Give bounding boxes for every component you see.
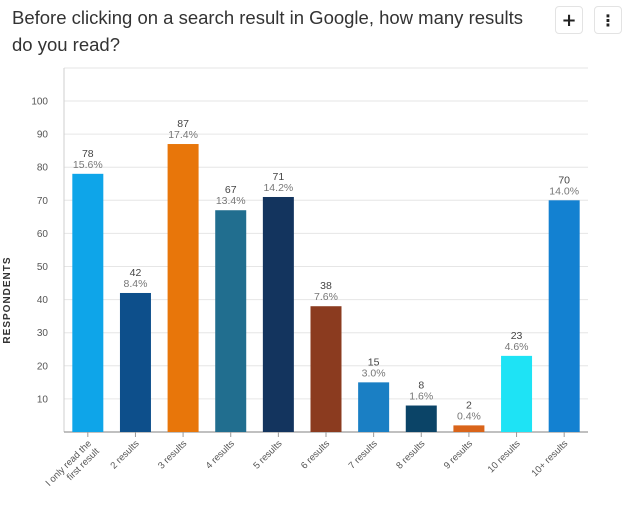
y-tick-label: 10: [37, 394, 49, 405]
x-tick-label: 2 results: [108, 438, 141, 471]
y-tick-label: 30: [37, 328, 49, 339]
x-tick-label: 6 results: [299, 438, 332, 471]
data-label-value: 78: [82, 148, 94, 160]
data-label-percent: 8.4%: [123, 278, 147, 290]
data-label-percent: 3.0%: [362, 367, 386, 379]
x-tick-label: 4 results: [204, 438, 237, 471]
y-tick-label: 50: [37, 262, 49, 273]
chart-title: Before clicking on a search result in Go…: [12, 7, 524, 55]
add-icon[interactable]: +: [555, 6, 583, 34]
x-tick-label: 7 results: [347, 438, 380, 471]
y-tick-label: 70: [37, 196, 49, 207]
y-tick-label: 90: [37, 130, 49, 141]
bar: [119, 292, 151, 432]
bar: [310, 306, 342, 432]
y-tick-label: 40: [37, 295, 49, 306]
data-label-percent: 14.2%: [263, 182, 293, 194]
data-label-value: 67: [225, 184, 237, 196]
y-tick-label: 80: [37, 163, 49, 174]
data-label-value: 2: [466, 399, 472, 411]
x-tick-label: I only read thefirst result: [44, 438, 102, 496]
data-label-percent: 17.4%: [168, 129, 198, 141]
data-label-percent: 7.6%: [314, 291, 338, 303]
data-label-percent: 0.4%: [457, 410, 481, 422]
bar: [358, 382, 390, 432]
y-tick-label: 20: [37, 361, 49, 372]
more-options-icon[interactable]: ⋮: [594, 6, 622, 34]
x-tick-label: 10+ results: [529, 438, 570, 479]
data-label-percent: 1.6%: [409, 391, 433, 403]
bar: [167, 144, 199, 432]
data-label-percent: 14.0%: [549, 185, 579, 197]
data-label-value: 15: [368, 356, 380, 368]
data-label-percent: 13.4%: [216, 195, 246, 207]
data-label-percent: 15.6%: [73, 159, 103, 171]
bar: [405, 405, 437, 432]
bar: [72, 173, 104, 432]
y-tick-label: 60: [37, 229, 49, 240]
data-label-value: 23: [511, 330, 523, 342]
bar: [262, 196, 294, 432]
x-tick-label: 3 results: [156, 438, 189, 471]
data-label-value: 70: [558, 174, 570, 186]
x-tick-label: 8 results: [394, 438, 427, 471]
y-tick-label: 100: [31, 97, 48, 108]
data-label-value: 8: [418, 380, 424, 392]
bar: [548, 200, 580, 432]
data-label-percent: 4.6%: [505, 341, 529, 353]
data-label-value: 42: [130, 267, 142, 279]
x-tick-label: 10 results: [486, 438, 523, 475]
bar: [453, 425, 485, 432]
data-label-value: 71: [273, 171, 285, 183]
x-tick-label: 5 results: [251, 438, 284, 471]
bar: [215, 210, 247, 432]
bar: [501, 355, 533, 432]
data-label-value: 38: [320, 280, 332, 292]
data-label-value: 87: [177, 118, 189, 130]
x-tick-label: 9 results: [442, 438, 475, 471]
